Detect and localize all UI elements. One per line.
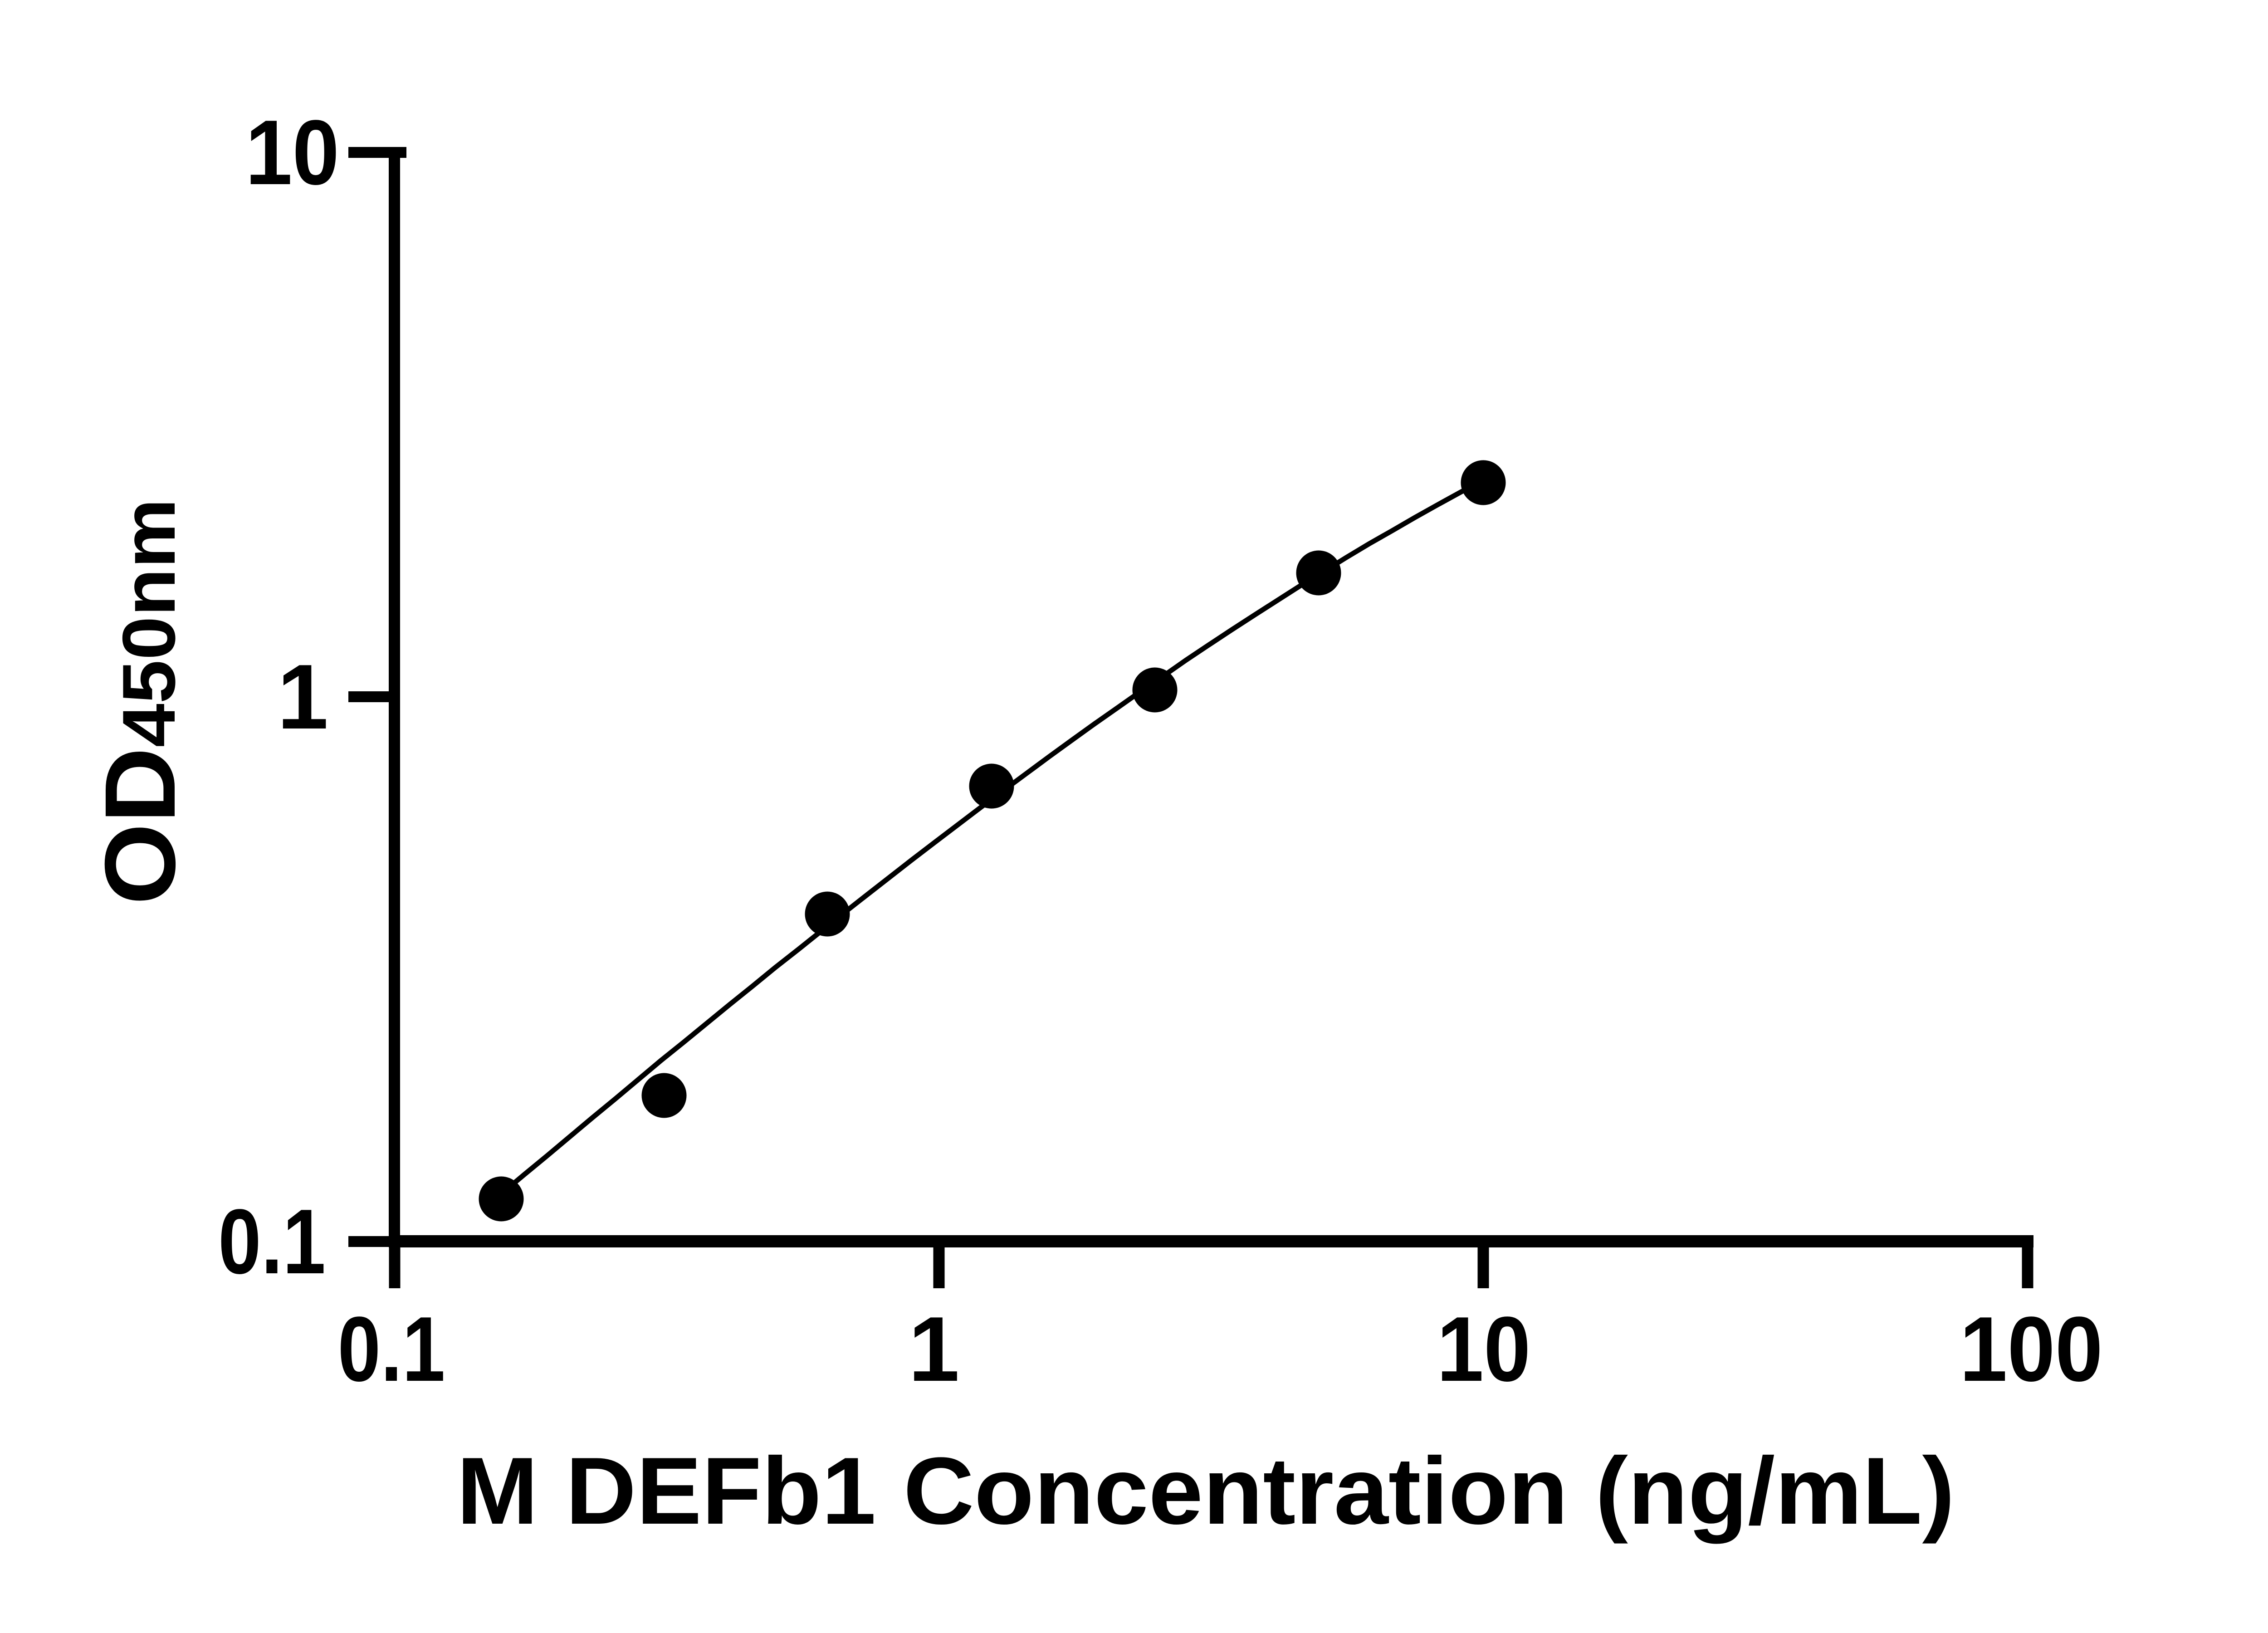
svg-text:1: 1 bbox=[277, 645, 328, 748]
svg-text:10: 10 bbox=[1437, 1298, 1531, 1401]
svg-text:100: 100 bbox=[1960, 1298, 2103, 1401]
svg-text:0.1: 0.1 bbox=[218, 1190, 326, 1293]
svg-text:0.1: 0.1 bbox=[338, 1298, 445, 1401]
svg-text:10: 10 bbox=[245, 101, 339, 204]
svg-text:1: 1 bbox=[909, 1298, 960, 1401]
svg-text:M DEFb1 Concentration (ng/mL): M DEFb1 Concentration (ng/mL) bbox=[457, 1437, 1955, 1544]
